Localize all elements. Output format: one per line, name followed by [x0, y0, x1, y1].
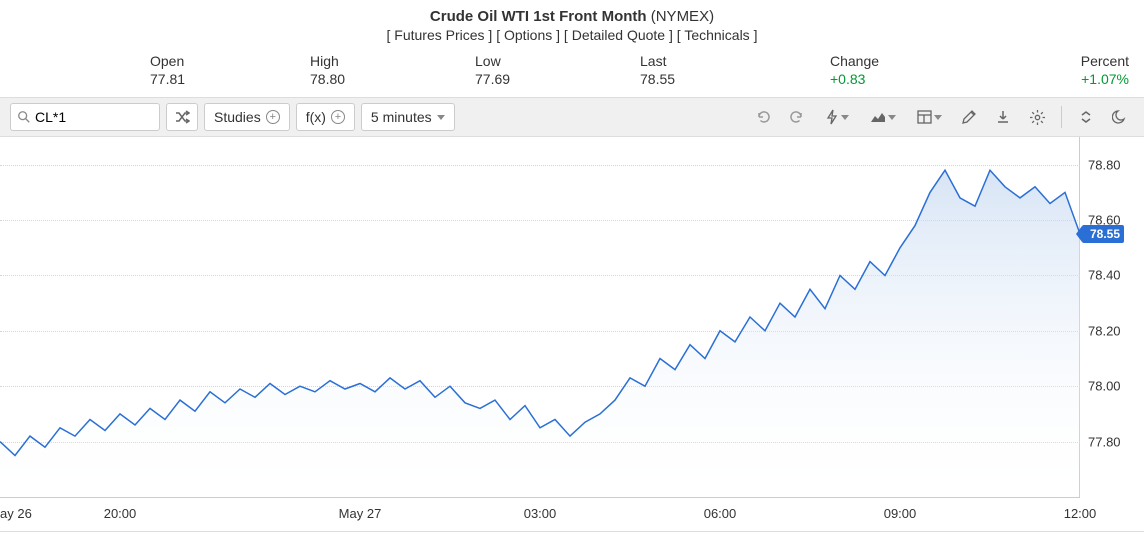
- search-icon: [17, 110, 31, 124]
- x-tick-label: 06:00: [704, 506, 737, 521]
- stat-percent-value: +1.07%: [1055, 71, 1129, 87]
- link-technicals[interactable]: Technicals: [684, 27, 749, 43]
- redo-button[interactable]: [783, 103, 811, 131]
- link-detailed-quote[interactable]: Detailed Quote: [572, 27, 665, 43]
- stat-change-label: Change: [830, 53, 1055, 69]
- chevron-down-icon: [437, 115, 445, 120]
- link-options[interactable]: Options: [504, 27, 552, 43]
- toolbar: Studies + f(x) + 5 minutes: [0, 97, 1144, 137]
- stat-high-value: 78.80: [310, 71, 475, 87]
- y-tick-label: 78.80: [1088, 157, 1121, 172]
- x-axis[interactable]: ay 2620:00May 2703:0006:0009:0012:00: [0, 497, 1080, 532]
- x-tick-label: 03:00: [524, 506, 557, 521]
- link-futures-prices[interactable]: Futures Prices: [394, 27, 484, 43]
- symbol-search[interactable]: [10, 103, 160, 131]
- events-button[interactable]: [817, 103, 857, 131]
- x-tick-label: 09:00: [884, 506, 917, 521]
- undo-button[interactable]: [749, 103, 777, 131]
- stat-last-value: 78.55: [640, 71, 830, 87]
- y-axis[interactable]: 78.55 77.80 78.00 78.20 78.40 78.60 78.80: [1080, 137, 1144, 497]
- stat-change-value: +0.83: [830, 71, 1055, 87]
- interval-button[interactable]: 5 minutes: [361, 103, 455, 131]
- chart-area[interactable]: 78.55 77.80 78.00 78.20 78.40 78.60 78.80 ay …: [0, 137, 1144, 532]
- y-tick-label: 78.00: [1088, 379, 1121, 394]
- pencil-icon: [961, 109, 977, 125]
- y-tick-label: 78.20: [1088, 323, 1121, 338]
- bolt-icon: [825, 109, 839, 125]
- y-tick-label: 78.60: [1088, 213, 1121, 228]
- plot-region[interactable]: [0, 137, 1080, 497]
- y-tick-label: 78.40: [1088, 268, 1121, 283]
- x-tick-label: ay 26: [0, 506, 32, 521]
- stat-last-label: Last: [640, 53, 830, 69]
- title-line: Crude Oil WTI 1st Front Month (NYMEX): [0, 8, 1144, 25]
- gear-icon: [1029, 109, 1046, 126]
- chevron-collapse-icon: [1079, 109, 1093, 125]
- stats-row: Open 77.81 High 78.80 Low 77.69 Last 78.…: [0, 47, 1144, 97]
- stat-last: Last 78.55: [640, 53, 830, 87]
- collapse-button[interactable]: [1072, 103, 1100, 131]
- stat-low-label: Low: [475, 53, 640, 69]
- y-tick-label: 77.80: [1088, 434, 1121, 449]
- theme-button[interactable]: [1106, 103, 1134, 131]
- fx-button[interactable]: f(x) +: [296, 103, 355, 131]
- chart-type-button[interactable]: [863, 103, 903, 131]
- last-price-tag: 78.55: [1082, 225, 1124, 243]
- studies-button[interactable]: Studies +: [204, 103, 290, 131]
- stat-low: Low 77.69: [475, 53, 640, 87]
- fx-label: f(x): [306, 109, 326, 125]
- stat-open-value: 77.81: [150, 71, 310, 87]
- interval-label: 5 minutes: [371, 109, 432, 125]
- header: Crude Oil WTI 1st Front Month (NYMEX) [ …: [0, 0, 1144, 47]
- shuffle-icon: [174, 109, 190, 125]
- header-links: [ Futures Prices ] [ Options ] [ Detaile…: [0, 27, 1144, 43]
- toolbar-separator: [1061, 106, 1062, 128]
- plus-icon: +: [266, 110, 280, 124]
- stat-high: High 78.80: [310, 53, 475, 87]
- exchange-label: (NYMEX): [651, 8, 714, 25]
- instrument-title: Crude Oil WTI 1st Front Month: [430, 8, 647, 25]
- x-tick-label: May 27: [339, 506, 382, 521]
- chevron-down-icon: [841, 115, 849, 120]
- stat-percent-label: Percent: [1055, 53, 1129, 69]
- layout-icon: [917, 110, 932, 124]
- settings-button[interactable]: [1023, 103, 1051, 131]
- chevron-down-icon: [888, 115, 896, 120]
- plus-icon: +: [331, 110, 345, 124]
- layout-button[interactable]: [909, 103, 949, 131]
- undo-icon: [754, 108, 772, 126]
- chevron-down-icon: [934, 115, 942, 120]
- price-chart: [0, 137, 1080, 497]
- stat-change: Change +0.83: [830, 53, 1055, 87]
- area-chart-icon: [870, 110, 886, 124]
- stat-open-label: Open: [150, 53, 310, 69]
- x-tick-label: 12:00: [1064, 506, 1097, 521]
- stat-percent: Percent +1.07%: [1055, 53, 1129, 87]
- symbol-input[interactable]: [35, 109, 153, 125]
- redo-icon: [788, 108, 806, 126]
- download-button[interactable]: [989, 103, 1017, 131]
- studies-label: Studies: [214, 109, 261, 125]
- download-icon: [995, 109, 1011, 125]
- stat-low-value: 77.69: [475, 71, 640, 87]
- x-tick-label: 20:00: [104, 506, 137, 521]
- stat-open: Open 77.81: [150, 53, 310, 87]
- moon-icon: [1112, 109, 1128, 125]
- compare-button[interactable]: [166, 103, 198, 131]
- draw-button[interactable]: [955, 103, 983, 131]
- stat-high-label: High: [310, 53, 475, 69]
